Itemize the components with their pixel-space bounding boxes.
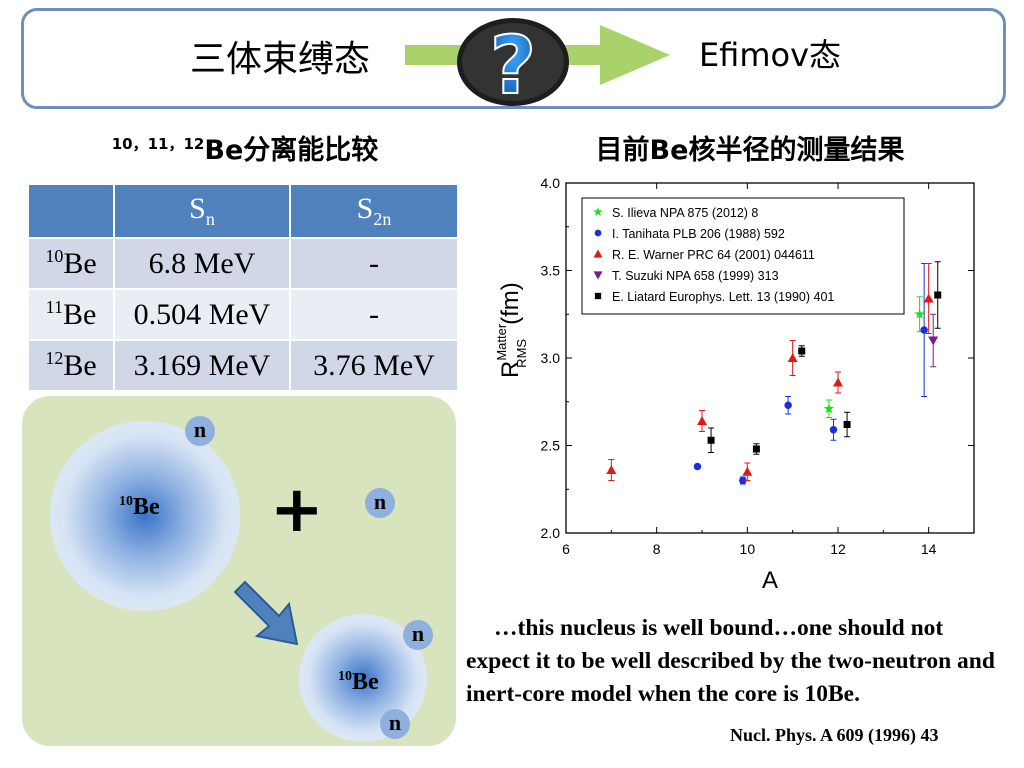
- nucleus-cell: 11Be: [27, 288, 115, 341]
- sn-cell: 3.169 MeV: [113, 339, 291, 392]
- data-point: [798, 347, 806, 355]
- radius-chart: 6 8 10 12 14 2.0 2.5 3.0 3.5 4.0 A RMatter RMS(fm) S.…: [494, 175, 975, 594]
- legend-marker: [593, 249, 603, 258]
- quote-text: …this nucleus is well bound…one should n…: [466, 615, 995, 707]
- y-tick-label: 3.5: [541, 263, 561, 279]
- core-nucleus-top: [50, 421, 240, 611]
- data-point: [914, 308, 925, 319]
- table-row: 12Be 3.169 MeV 3.76 MeV: [27, 339, 459, 392]
- data-point: [920, 326, 928, 334]
- data-point: [606, 465, 617, 474]
- data-point: [787, 353, 798, 362]
- sn-cell: 6.8 MeV: [113, 237, 291, 290]
- legend-label: R. E. Warner PRC 64 (2001) 044611: [612, 248, 815, 262]
- s2n-cell: -: [289, 237, 459, 290]
- data-point: [843, 421, 851, 428]
- nucleus-diagram: 10Be n + n 10Be n n: [22, 396, 456, 746]
- y-axis-label: RMatter RMS(fm): [494, 282, 529, 378]
- data-point: [833, 377, 843, 387]
- core-label-top: 10Be: [119, 494, 160, 520]
- table-row: 10Be 6.8 MeV -: [27, 237, 459, 290]
- data-point: [928, 336, 939, 346]
- table-header-s2n: S2n: [289, 183, 459, 239]
- y-tick-label: 2.0: [541, 525, 561, 541]
- plus-sign: +: [270, 473, 324, 547]
- data-point: [829, 426, 838, 434]
- neutron: n: [365, 488, 395, 518]
- data-point: [784, 401, 792, 409]
- y-tick-label: 2.5: [541, 438, 561, 454]
- header-left-text: 三体束缚态: [189, 39, 370, 80]
- nucleus-cell: 12Be: [27, 339, 115, 392]
- data-point: [934, 291, 942, 299]
- table-header-row: Sn S2n: [27, 183, 459, 239]
- citation-text: Nucl. Phys. A 609 (1996) 43: [730, 725, 939, 745]
- x-tick-label: 10: [740, 541, 756, 557]
- table-row: 11Be 0.504 MeV -: [27, 288, 459, 341]
- legend-marker: [594, 292, 602, 300]
- separation-energy-title: 10，11，12Be分离能比较: [30, 128, 460, 167]
- title-mass-numbers: 10，11，12: [111, 135, 205, 153]
- data-point: [707, 436, 715, 444]
- legend-box: [581, 197, 905, 315]
- data-point: [739, 476, 747, 485]
- y-tick-label: 4.0: [541, 175, 561, 191]
- x-tick-label: 6: [562, 541, 570, 557]
- data-point: [752, 445, 760, 453]
- down-right-arrow-icon: [233, 580, 299, 646]
- core-label-bottom: 10Be: [338, 669, 379, 695]
- x-tick-label: 14: [921, 541, 937, 557]
- legend-marker: [593, 271, 603, 280]
- svg-text:?: ?: [490, 19, 536, 108]
- sn-cell: 0.504 MeV: [113, 288, 291, 341]
- s2n-cell: -: [289, 288, 459, 341]
- table-header-empty: [27, 183, 115, 239]
- title-text: Be分离能比较: [204, 135, 379, 166]
- question-mark-icon: ?: [457, 18, 569, 108]
- table-header-sn: Sn: [113, 183, 291, 239]
- neutron: n: [185, 416, 215, 446]
- x-tick-label: 8: [653, 541, 661, 557]
- neutron: n: [403, 620, 433, 650]
- legend-label: E. Liatard Europhys. Lett. 13 (1990) 401: [612, 290, 834, 304]
- separation-energy-table: Sn S2n 10Be 6.8 MeV - 11Be 0.504 MeV - 1…: [27, 183, 459, 392]
- legend-marker: [594, 229, 602, 237]
- radius-title: 目前Be核半径的测量结果: [595, 135, 905, 166]
- nucleus-cell: 10Be: [27, 237, 115, 290]
- data-point: [923, 293, 934, 303]
- neutron: n: [380, 709, 410, 739]
- legend-marker: [593, 207, 603, 217]
- legend-label: T. Suzuki NPA 658 (1999) 313: [612, 269, 779, 283]
- y-tick-label: 3.0: [541, 350, 561, 366]
- legend-label: I. Tanihata PLB 206 (1988) 592: [612, 227, 785, 241]
- data-point: [693, 462, 702, 471]
- header-right-text: Efimov态: [698, 36, 842, 74]
- s2n-cell: 3.76 MeV: [289, 339, 459, 392]
- data-point: [697, 416, 707, 425]
- data-point: [823, 403, 835, 414]
- legend-label: S. Ilieva NPA 875 (2012) 8: [612, 206, 758, 220]
- x-tick-label: 12: [830, 541, 846, 557]
- x-axis-label: A: [762, 567, 778, 594]
- data-point: [742, 466, 753, 476]
